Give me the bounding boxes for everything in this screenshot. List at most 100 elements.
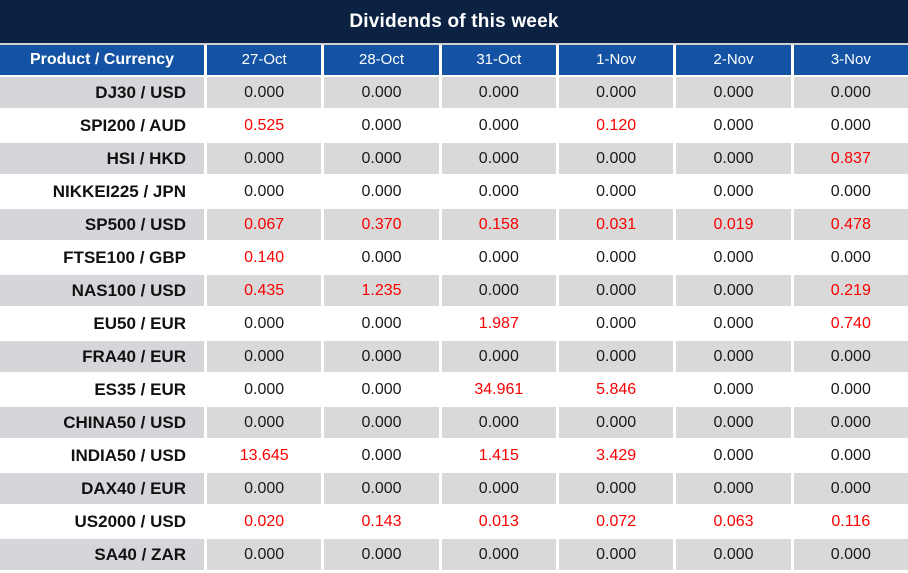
table-row: CHINA50 / USD 0.000 0.000 0.000 0.000 0.000 0.… [0,407,908,438]
dividend-value-cell: 0.000 [324,440,439,471]
dividend-value-cell: 0.000 [793,242,908,273]
table-row: SP500 / USD 0.067 0.370 0.158 0.031 0.019 0.47… [0,209,908,240]
dividend-value-cell: 0.000 [324,110,439,141]
dividend-value-cell: 0.072 [559,506,674,537]
column-header-1-nov: 1-Nov [559,45,674,75]
dividend-value-cell: 0.000 [207,176,322,207]
table-row: NAS100 / USD 0.435 1.235 0.000 0.000 0.000 0.2… [0,275,908,306]
dividend-value-cell: 0.000 [559,77,674,108]
dividend-value-cell: 0.000 [676,374,791,405]
dividend-value-cell: 0.000 [676,440,791,471]
dividend-value-cell: 0.000 [441,176,556,207]
product-cell: FTSE100 / GBP [0,242,204,273]
dividend-value-cell: 0.000 [793,77,908,108]
dividend-value-cell: 0.000 [441,275,556,306]
table-row: ES35 / EUR 0.000 0.000 34.961 5.846 0.000 0.00… [0,374,908,405]
dividend-value-cell: 0.219 [793,275,908,306]
dividend-value-cell: 0.020 [207,506,322,537]
column-header-3-nov: 3-Nov [793,45,908,75]
dividend-value-cell: 0.000 [559,143,674,174]
table-row: DJ30 / USD 0.000 0.000 0.000 0.000 0.000 0.000 [0,77,908,108]
dividend-value-cell: 0.000 [676,473,791,504]
dividend-value-cell: 0.000 [559,242,674,273]
dividend-value-cell: 0.063 [676,506,791,537]
table-row: HSI / HKD 0.000 0.000 0.000 0.000 0.000 0.837 [0,143,908,174]
product-cell: CHINA50 / USD [0,407,204,438]
dividend-value-cell: 0.000 [441,242,556,273]
dividend-value-cell: 0.000 [324,242,439,273]
dividend-value-cell: 0.000 [559,275,674,306]
dividend-value-cell: 0.740 [793,308,908,339]
dividend-value-cell: 0.000 [324,539,439,570]
table-row: EU50 / EUR 0.000 0.000 1.987 0.000 0.000 0.740 [0,308,908,339]
dividend-value-cell: 0.000 [559,539,674,570]
title-separator [0,43,908,45]
dividend-value-cell: 0.000 [793,176,908,207]
dividend-value-cell: 0.019 [676,209,791,240]
dividend-value-cell: 1.415 [441,440,556,471]
dividend-value-cell: 0.000 [207,77,322,108]
column-header-28-oct: 28-Oct [324,45,439,75]
dividend-value-cell: 0.116 [793,506,908,537]
dividend-value-cell: 0.000 [676,308,791,339]
product-cell: FRA40 / EUR [0,341,204,372]
dividend-value-cell: 0.000 [676,407,791,438]
dividend-value-cell: 0.000 [207,407,322,438]
dividend-value-cell: 0.000 [441,77,556,108]
dividend-value-cell: 0.000 [441,110,556,141]
dividend-value-cell: 0.000 [324,374,439,405]
dividend-value-cell: 0.000 [793,539,908,570]
dividend-value-cell: 0.013 [441,506,556,537]
product-cell: SA40 / ZAR [0,539,204,570]
dividend-value-cell: 0.000 [207,374,322,405]
table-body: DJ30 / USD 0.000 0.000 0.000 0.000 0.000 0.000… [0,77,908,570]
product-cell: HSI / HKD [0,143,204,174]
product-cell: NIKKEI225 / JPN [0,176,204,207]
product-cell: NAS100 / USD [0,275,204,306]
table-row: FTSE100 / GBP 0.140 0.000 0.000 0.000 0.000 0.… [0,242,908,273]
table-row: INDIA50 / USD 13.645 0.000 1.415 3.429 0.000 0… [0,440,908,471]
dividend-value-cell: 0.000 [441,143,556,174]
dividend-value-cell: 0.000 [441,341,556,372]
table-row: SA40 / ZAR 0.000 0.000 0.000 0.000 0.000 0.000 [0,539,908,570]
column-header-2-nov: 2-Nov [676,45,791,75]
column-header-product-currency: Product / Currency [0,45,204,75]
dividend-value-cell: 0.000 [676,539,791,570]
table-row: US2000 / USD 0.020 0.143 0.013 0.072 0.063 0.1… [0,506,908,537]
dividend-value-cell: 0.000 [207,539,322,570]
dividend-value-cell: 0.000 [559,473,674,504]
dividend-value-cell: 0.140 [207,242,322,273]
dividend-value-cell: 0.000 [676,242,791,273]
dividend-value-cell: 0.000 [207,143,322,174]
dividend-value-cell: 1.235 [324,275,439,306]
dividend-value-cell: 0.000 [324,473,439,504]
product-cell: ES35 / EUR [0,374,204,405]
dividend-value-cell: 1.987 [441,308,556,339]
dividend-value-cell: 0.435 [207,275,322,306]
dividend-value-cell: 0.000 [793,110,908,141]
dividend-value-cell: 0.000 [324,341,439,372]
dividend-value-cell: 0.000 [441,539,556,570]
dividend-value-cell: 0.120 [559,110,674,141]
dividend-value-cell: 0.143 [324,506,439,537]
dividend-value-cell: 0.000 [793,473,908,504]
dividend-value-cell: 3.429 [559,440,674,471]
dividend-value-cell: 0.000 [793,341,908,372]
dividend-value-cell: 0.000 [793,407,908,438]
table-title: Dividends of this week [0,0,908,43]
product-cell: DAX40 / EUR [0,473,204,504]
table-row: SPI200 / AUD 0.525 0.000 0.000 0.120 0.000 0.0… [0,110,908,141]
dividend-value-cell: 0.000 [793,440,908,471]
dividend-value-cell: 0.000 [676,275,791,306]
product-cell: DJ30 / USD [0,77,204,108]
dividend-value-cell: 0.000 [324,143,439,174]
dividend-value-cell: 0.000 [324,77,439,108]
dividend-value-cell: 0.000 [676,176,791,207]
dividend-value-cell: 0.000 [676,77,791,108]
dividend-value-cell: 0.067 [207,209,322,240]
dividend-value-cell: 0.525 [207,110,322,141]
dividend-value-cell: 0.837 [793,143,908,174]
dividend-value-cell: 0.000 [559,341,674,372]
dividend-value-cell: 0.000 [207,473,322,504]
